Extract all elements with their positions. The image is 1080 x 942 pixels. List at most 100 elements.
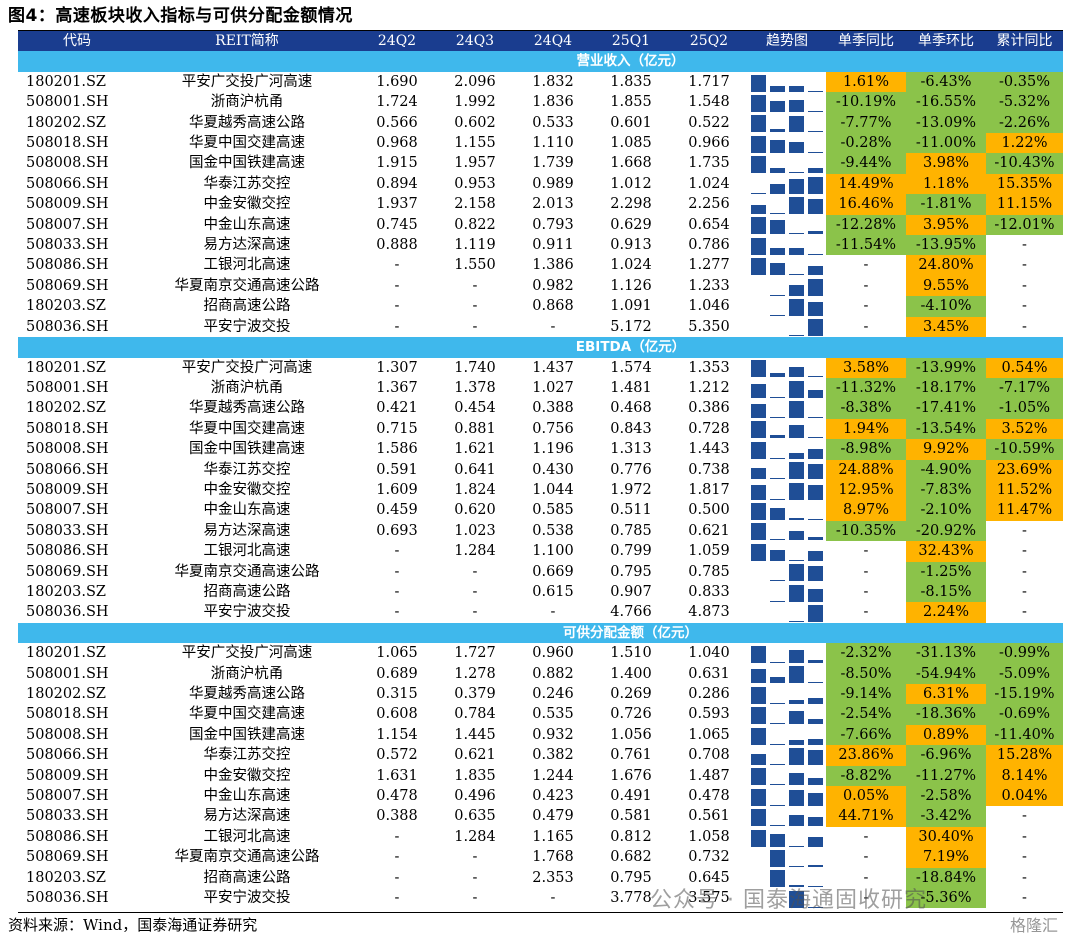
- cell-name: 平安宁波交投: [136, 602, 358, 623]
- cell-trend: [748, 71, 826, 93]
- sparkline-bar: [808, 302, 823, 316]
- table-row: 508018.SH 华夏中国交建高速 0.608 0.784 0.535 0.726 0.5…: [18, 704, 1063, 725]
- table-row: 508066.SH 华泰江苏交控 0.591 0.641 0.430 0.776 0.738…: [18, 459, 1063, 480]
- cell-24q2: -: [394, 583, 400, 600]
- sparkline: [748, 645, 826, 663]
- cell-cum: 0.04%: [986, 786, 1063, 807]
- cell-24q3: 0.641: [454, 461, 496, 478]
- cell-24q4: 1.739: [514, 153, 592, 174]
- table-header-row: 代码 REIT简称 24Q2 24Q3 24Q4 25Q1 25Q2 趋势图 单…: [18, 31, 1063, 52]
- sparkline-bar: [751, 809, 766, 827]
- cell-yoy: -0.28%: [826, 133, 906, 154]
- cell-25q2: 0.478: [688, 788, 730, 805]
- sparkline-bar: [770, 416, 785, 419]
- cell-trend: [748, 439, 826, 460]
- sparkline: [748, 829, 826, 847]
- cell-25q2: 0.966: [688, 135, 730, 152]
- section-title: 营业收入（亿元）: [18, 51, 1063, 72]
- cell-code: 180202.SZ: [18, 112, 136, 134]
- cell-qoq: -4.10%: [906, 296, 986, 317]
- cell-24q4: 0.533: [514, 112, 592, 134]
- sparkline-bar: [789, 884, 804, 888]
- cell-cum: 15.28%: [986, 745, 1063, 766]
- cell-name: 中金山东高速: [203, 788, 291, 805]
- sparkline-bar: [789, 462, 804, 480]
- sparkline: [748, 258, 826, 276]
- table-row: 180203.SZ 招商高速公路 - - 0.868 1.091 1.046 - -4.10% -: [18, 296, 1063, 317]
- cell-24q3: -: [472, 298, 478, 315]
- cell-24q2: 0.608: [376, 706, 418, 723]
- cell-trend: [748, 398, 826, 419]
- cell-trend: [748, 235, 826, 256]
- cell-24q3: 0.784: [454, 706, 496, 723]
- cell-25q1: 1.056: [592, 724, 670, 746]
- cell-24q3: -: [436, 602, 514, 623]
- cell-25q2: 0.631: [688, 665, 730, 682]
- cell-trend: [748, 664, 826, 684]
- sparkline: [748, 849, 826, 867]
- cell-yoy: -10.35%: [826, 520, 906, 542]
- cell-25q1: 1.668: [592, 153, 670, 174]
- cell-24q3: 2.158: [436, 194, 514, 215]
- cell-25q2: 0.728: [688, 420, 730, 437]
- sparkline-bar: [808, 519, 823, 521]
- sparkline-bar: [808, 605, 823, 623]
- watermark: 公众号 · 国泰海通固收研究: [650, 888, 927, 913]
- cell-qoq: 32.43%: [906, 541, 986, 562]
- sparkline-bar: [770, 129, 785, 133]
- cell-code: 508007.SH: [26, 502, 109, 519]
- sparkline-bar: [789, 710, 804, 725]
- cell-cum: -: [1022, 257, 1027, 274]
- cell-trend: [748, 215, 826, 235]
- cell-code: 508036.SH: [18, 602, 136, 623]
- cell-24q3: -: [436, 561, 514, 582]
- cell-qoq: -6.43%: [906, 71, 986, 93]
- sparkline-bar: [808, 536, 823, 541]
- sparkline-bar: [789, 789, 804, 806]
- sparkline: [748, 360, 826, 378]
- table-row: 508086.SH 工银河北高速 - 1.284 1.100 0.799 1.059 - 32.…: [18, 541, 1063, 562]
- cell-25q2: 1.717: [670, 71, 748, 93]
- sparkline: [748, 686, 826, 704]
- sparkline-bar: [808, 417, 823, 419]
- sparkline-bar: [808, 176, 823, 194]
- sparkline-bar: [770, 849, 785, 867]
- cell-24q4: 0.538: [514, 520, 592, 542]
- cell-cum: -12.01%: [986, 214, 1063, 236]
- sparkline-bar: [789, 621, 804, 623]
- cell-24q3: 0.620: [454, 502, 496, 519]
- sparkline: [748, 605, 826, 623]
- cell-25q2: 1.353: [670, 357, 748, 378]
- cell-24q2: 0.715: [376, 420, 418, 437]
- cell-code: 180202.SZ: [18, 684, 136, 705]
- cell-yoy: -8.50%: [826, 663, 906, 684]
- cell-name: 工银河北高速: [203, 257, 291, 274]
- sparkline-bar: [808, 131, 823, 133]
- cell-qoq: 3.98%: [906, 153, 986, 174]
- sparkline-bar: [808, 464, 823, 480]
- cell-25q1: 0.269: [592, 684, 670, 705]
- cell-yoy: -9.44%: [826, 153, 906, 174]
- cell-24q2: 0.968: [376, 135, 418, 152]
- cell-name: 华泰江苏交控: [203, 747, 291, 764]
- sparkline: [748, 870, 826, 888]
- cell-24q4: 2.353: [532, 869, 574, 886]
- cell-name: 中金安徽交控: [136, 194, 358, 215]
- cell-24q4: 0.382: [532, 747, 574, 764]
- cell-code: 180203.SZ: [26, 298, 106, 315]
- table-row: 508033.SH 易方达深高速 0.888 1.119 0.911 0.913 0.786…: [18, 235, 1063, 256]
- cell-qoq: -6.96%: [906, 745, 986, 766]
- cell-code: 508036.SH: [18, 316, 136, 338]
- cell-qoq: -18.17%: [906, 377, 986, 399]
- sparkline-bar: [808, 390, 823, 398]
- cell-24q4: 0.388: [514, 398, 592, 419]
- sparkline-bar: [789, 650, 804, 663]
- cell-qoq: -5.36%: [906, 888, 986, 909]
- sparkline-bar: [808, 697, 823, 704]
- cell-name: 中金安徽交控: [136, 765, 358, 787]
- sparkline: [748, 278, 826, 296]
- cell-25q2: 0.732: [670, 847, 748, 868]
- table-row: 508009.SH 中金安徽交控 1.937 2.158 2.013 2.298 2.256…: [18, 194, 1063, 215]
- sparkline: [748, 727, 826, 745]
- cell-24q3: 1.621: [436, 439, 514, 460]
